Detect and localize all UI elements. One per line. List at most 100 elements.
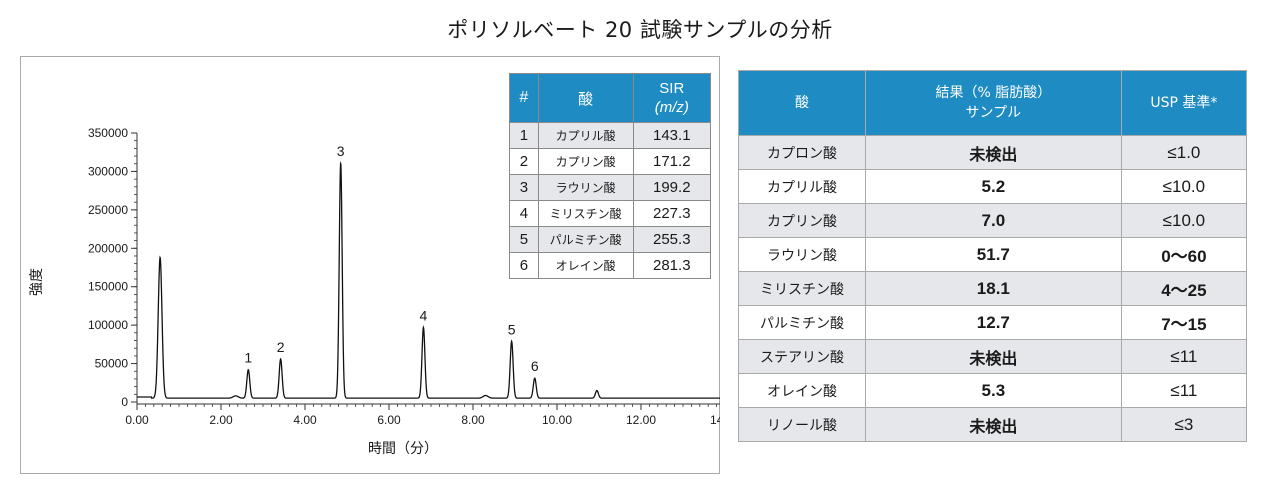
results-cell-usp: ≤11 (1120, 373, 1248, 408)
results-cell-result-value: 51.7 (976, 244, 1010, 264)
results-cell-acid: カプロン酸 (738, 135, 866, 170)
results-cell-result: 12.7 (864, 305, 1122, 340)
results-cell-result: 未検出 (864, 339, 1122, 374)
sir-cell-acid: ラウリン酸 (537, 174, 634, 201)
sir-cell-acid: ミリスチン酸 (537, 200, 634, 227)
x-tick-label: 4.00 (293, 413, 317, 427)
sir-table-row: 4 ミリスチン酸 227.3 (509, 200, 712, 227)
results-cell-acid: ラウリン酸 (738, 237, 866, 272)
results-table: 酸 結果（% 脂肪酸） サンプル USP 基準* カプロン酸 未検出 ≤1.0 カプリル… (738, 70, 1248, 442)
peak-label-4: 4 (420, 307, 428, 323)
sir-cell-acid: カプリン酸 (537, 148, 634, 175)
results-header-acid: 酸 (738, 70, 866, 136)
x-tick-label: 0.00 (125, 413, 149, 427)
results-cell-result: 5.3 (864, 373, 1122, 408)
results-cell-usp: 4～25 (1120, 271, 1248, 306)
sir-table-row: 5 パルミチン酸 255.3 (509, 226, 712, 253)
results-cell-result-value: 未検出 (969, 348, 1018, 368)
sir-cell-number: 1 (509, 122, 539, 149)
sir-header-acid: 酸 (537, 73, 634, 123)
x-tick-label: 8.00 (461, 413, 485, 427)
results-cell-result: 未検出 (864, 135, 1122, 170)
axes: 0.00 2.00 4.00 6.00 8.00 10.00 12.00 14.00 0 5000… (88, 126, 720, 427)
y-tick-label: 200000 (88, 241, 128, 255)
results-table-row: リノール酸 未検出 ≤3 (738, 407, 1248, 442)
x-tick-label: 14.00 (710, 413, 720, 427)
results-table-row: オレイン酸 5.3 ≤11 (738, 373, 1248, 408)
sir-header-sir-label: SIR (659, 80, 685, 97)
y-tick-label: 0 (121, 395, 128, 409)
results-cell-usp: ≤10.0 (1120, 203, 1248, 238)
peak-label-6: 6 (531, 358, 539, 374)
sir-cell-mz: 143.1 (632, 122, 712, 149)
sir-header-mz: (m/z) (654, 99, 689, 116)
results-cell-result: 18.1 (864, 271, 1122, 306)
y-tick-label: 150000 (88, 280, 128, 294)
sir-table-row: 1 カプリル酸 143.1 (509, 122, 712, 149)
x-tick-label: 10.00 (542, 413, 572, 427)
results-cell-result-value: 18.1 (976, 278, 1010, 298)
sir-cell-number: 3 (509, 174, 539, 201)
results-cell-result-value: 7.0 (981, 210, 1006, 230)
results-table-header: 酸 結果（% 脂肪酸） サンプル USP 基準* (738, 70, 1248, 136)
results-cell-acid: カプリン酸 (738, 203, 866, 238)
results-header-result-line1: 結果（% 脂肪酸） (935, 85, 1052, 101)
sir-cell-number: 6 (509, 252, 539, 279)
results-cell-result: 未検出 (864, 407, 1122, 442)
results-cell-result: 7.0 (864, 203, 1122, 238)
trace-layer (137, 161, 720, 399)
sir-cell-number: 2 (509, 148, 539, 175)
y-axis-title: 強度 (29, 268, 45, 296)
sir-cell-number: 4 (509, 200, 539, 227)
sir-cell-mz: 227.3 (632, 200, 712, 227)
sir-cell-acid: オレイン酸 (537, 252, 634, 279)
results-cell-result: 51.7 (864, 237, 1122, 272)
sir-table-row: 2 カプリン酸 171.2 (509, 148, 712, 175)
x-tick-label: 2.00 (209, 413, 233, 427)
sir-table-header: # 酸 SIR (m/z) (509, 73, 712, 123)
results-cell-usp: ≤11 (1120, 339, 1248, 374)
sir-header-number: # (509, 73, 539, 123)
results-cell-usp: 0～60 (1120, 237, 1248, 272)
x-tick-label: 6.00 (377, 413, 401, 427)
results-cell-usp: ≤1.0 (1120, 135, 1248, 170)
peak-label-2: 2 (277, 339, 285, 355)
chromatogram-chart: 0.00 2.00 4.00 6.00 8.00 10.00 12.00 14.00 0 5000… (29, 126, 720, 457)
results-cell-acid: ステアリン酸 (738, 339, 866, 374)
y-tick-label: 300000 (88, 164, 128, 178)
results-table-row: カプリン酸 7.0 ≤10.0 (738, 203, 1248, 238)
sir-cell-number: 5 (509, 226, 539, 253)
x-axis-title: 時間（分） (368, 441, 438, 457)
results-cell-result-value: 5.2 (981, 176, 1006, 196)
results-table-row: カプリル酸 5.2 ≤10.0 (738, 169, 1248, 204)
results-header-usp: USP 基準* (1120, 70, 1248, 136)
sir-cell-acid: パルミチン酸 (537, 226, 634, 253)
y-tick-label: 50000 (95, 357, 129, 371)
results-cell-result-value: 未検出 (969, 416, 1018, 436)
peak-label-1: 1 (244, 350, 252, 366)
results-cell-result-value: 未検出 (969, 144, 1018, 164)
results-cell-usp: 7～15 (1120, 305, 1248, 340)
results-cell-acid: ミリスチン酸 (738, 271, 866, 306)
results-table-row: カプロン酸 未検出 ≤1.0 (738, 135, 1248, 170)
results-cell-result-value: 5.3 (981, 380, 1006, 400)
results-cell-acid: オレイン酸 (738, 373, 866, 408)
y-tick-label: 350000 (88, 126, 128, 140)
results-cell-result-value: 12.7 (976, 312, 1010, 332)
sir-cell-mz: 199.2 (632, 174, 712, 201)
results-cell-usp: ≤3 (1120, 407, 1248, 442)
chromatogram-trace (137, 161, 720, 399)
results-header-result: 結果（% 脂肪酸） サンプル (864, 70, 1122, 136)
results-table-row: ミリスチン酸 18.1 4～25 (738, 271, 1248, 306)
sir-table: # 酸 SIR (m/z) 1 カプリル酸 143.1 2 カプリン酸 171.2 3 ラウリン… (509, 73, 712, 279)
page-title: ポリソルベート 20 試験サンプルの分析 (447, 18, 833, 42)
results-cell-usp: ≤10.0 (1120, 169, 1248, 204)
peak-label-5: 5 (508, 321, 516, 337)
results-table-row: ラウリン酸 51.7 0～60 (738, 237, 1248, 272)
results-table-row: ステアリン酸 未検出 ≤11 (738, 339, 1248, 374)
results-cell-acid: パルミチン酸 (738, 305, 866, 340)
sir-table-row: 3 ラウリン酸 199.2 (509, 174, 712, 201)
sir-cell-acid: カプリル酸 (537, 122, 634, 149)
results-cell-acid: リノール酸 (738, 407, 866, 442)
